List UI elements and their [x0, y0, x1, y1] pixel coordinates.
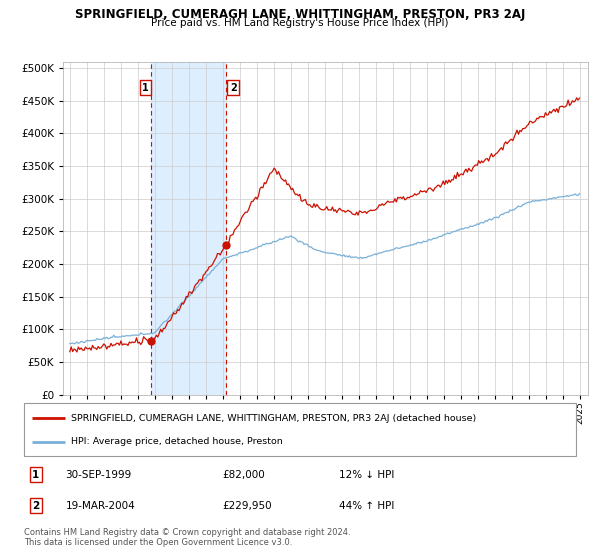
Text: 2: 2: [230, 83, 236, 93]
Text: 19-MAR-2004: 19-MAR-2004: [65, 501, 135, 511]
Text: 30-SEP-1999: 30-SEP-1999: [65, 470, 131, 480]
Bar: [151, 62, 226, 395]
Text: 12% ↓ HPI: 12% ↓ HPI: [338, 470, 394, 480]
Text: 2: 2: [32, 501, 40, 511]
Text: SPRINGFIELD, CUMERAGH LANE, WHITTINGHAM, PRESTON, PR3 2AJ: SPRINGFIELD, CUMERAGH LANE, WHITTINGHAM,…: [75, 8, 525, 21]
Text: 44% ↑ HPI: 44% ↑ HPI: [338, 501, 394, 511]
Text: £82,000: £82,000: [223, 470, 265, 480]
Text: 1: 1: [32, 470, 40, 480]
Text: SPRINGFIELD, CUMERAGH LANE, WHITTINGHAM, PRESTON, PR3 2AJ (detached house): SPRINGFIELD, CUMERAGH LANE, WHITTINGHAM,…: [71, 414, 476, 423]
Text: £229,950: £229,950: [223, 501, 272, 511]
FancyBboxPatch shape: [24, 403, 576, 456]
Text: HPI: Average price, detached house, Preston: HPI: Average price, detached house, Pres…: [71, 437, 283, 446]
Text: 1: 1: [142, 83, 149, 93]
Text: Price paid vs. HM Land Registry's House Price Index (HPI): Price paid vs. HM Land Registry's House …: [151, 18, 449, 29]
Text: Contains HM Land Registry data © Crown copyright and database right 2024.
This d: Contains HM Land Registry data © Crown c…: [24, 528, 350, 547]
